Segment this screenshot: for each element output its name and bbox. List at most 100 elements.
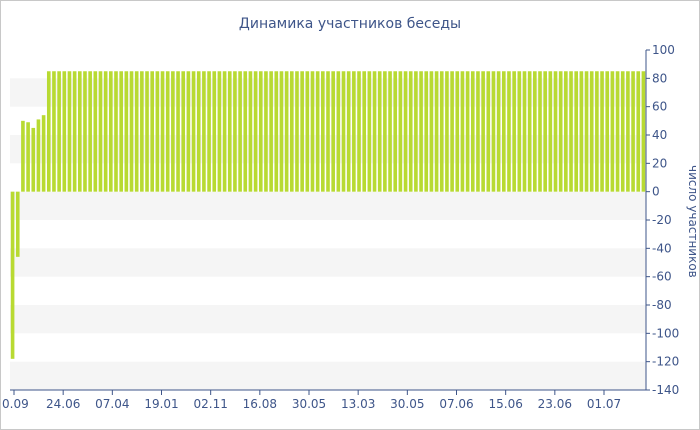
bar — [114, 71, 118, 192]
bar — [129, 71, 134, 192]
bar — [610, 71, 615, 192]
bar — [584, 71, 589, 192]
bar — [450, 71, 454, 192]
chart-title: Динамика участников беседы — [239, 16, 461, 32]
bar — [543, 71, 547, 192]
bar — [424, 71, 429, 192]
bar — [93, 71, 98, 192]
bar — [124, 71, 129, 192]
bar — [564, 71, 568, 192]
bar — [362, 71, 367, 192]
bar — [512, 71, 516, 192]
bar — [264, 71, 268, 192]
x-tick-label: 01.07 — [587, 397, 621, 411]
bar — [377, 71, 382, 192]
bar — [258, 71, 263, 192]
y-tick-label: -80 — [652, 298, 672, 312]
bar — [83, 71, 87, 192]
y-ticks-group: 100 80 60 40 20 0 -20 -40 -60 -80 -100 -120 -140 — [646, 43, 679, 397]
x-tick-label: 0.09 — [2, 397, 29, 411]
bar — [41, 115, 46, 192]
bar — [155, 71, 160, 192]
bar — [533, 71, 537, 192]
y-tick-label: -100 — [652, 326, 679, 340]
bar — [419, 71, 423, 192]
grid-band — [10, 305, 646, 334]
grid-band — [10, 191, 646, 220]
bar — [227, 71, 232, 192]
x-tick-label: 16.08 — [243, 397, 277, 411]
bar — [331, 71, 335, 192]
bar — [274, 71, 279, 192]
bar — [140, 71, 144, 192]
x-tick-label: 30.05 — [292, 397, 326, 411]
bar — [26, 122, 30, 192]
bar — [248, 71, 253, 192]
bar — [191, 71, 196, 192]
y-tick-label: 80 — [652, 71, 667, 85]
x-tick-label: 07.04 — [95, 397, 129, 411]
bar — [181, 71, 186, 192]
bar — [569, 71, 573, 192]
bar — [36, 119, 41, 192]
bar — [310, 71, 315, 192]
bar — [393, 71, 398, 192]
x-ticks-group: 0.09 24.06 07.04 19.01 02.11 16.08 30.05 13.03 3… — [2, 390, 621, 411]
bar — [103, 71, 108, 192]
bar — [207, 71, 211, 192]
bar — [476, 71, 480, 192]
bar — [77, 71, 82, 192]
bar — [176, 71, 180, 192]
bar — [21, 120, 25, 192]
bar — [238, 71, 242, 192]
grid-band — [10, 361, 646, 390]
bar — [460, 71, 465, 192]
bar — [398, 71, 403, 192]
y-tick-label: -140 — [652, 383, 679, 397]
bar — [626, 71, 630, 192]
bar — [595, 71, 599, 192]
x-tick-label: 24.06 — [46, 397, 80, 411]
bar — [522, 71, 527, 192]
bar — [289, 71, 294, 192]
bar — [496, 71, 501, 192]
bar — [315, 71, 320, 192]
bar — [631, 71, 635, 192]
bar — [88, 71, 92, 192]
bar — [300, 71, 304, 192]
bar — [321, 71, 325, 192]
bar — [481, 71, 485, 192]
bar — [574, 71, 579, 192]
bar — [352, 71, 356, 192]
bar — [403, 71, 408, 192]
bar — [341, 71, 346, 192]
bar — [383, 71, 387, 192]
bar — [186, 71, 191, 192]
bar — [145, 71, 149, 192]
bar — [346, 71, 351, 192]
bar — [558, 71, 563, 192]
y-tick-label: 20 — [652, 156, 667, 170]
y-tick-label: -20 — [652, 213, 672, 227]
bar — [538, 71, 542, 192]
bar — [98, 71, 103, 192]
bar — [10, 191, 15, 359]
bar — [491, 71, 496, 192]
y-tick-label: 40 — [652, 128, 667, 142]
y-axis-label: число участников — [686, 165, 700, 278]
bar — [15, 191, 20, 257]
bar — [212, 71, 217, 192]
bar — [455, 71, 460, 192]
bar — [119, 71, 123, 192]
bar — [367, 71, 372, 192]
bar — [279, 71, 284, 192]
bar — [548, 71, 553, 192]
bar — [527, 71, 532, 192]
bar — [196, 71, 201, 192]
bar — [553, 71, 558, 192]
bar — [202, 71, 206, 192]
x-tick-label: 15.06 — [488, 397, 522, 411]
x-tick-label: 02.11 — [193, 397, 227, 411]
bar — [517, 71, 522, 192]
